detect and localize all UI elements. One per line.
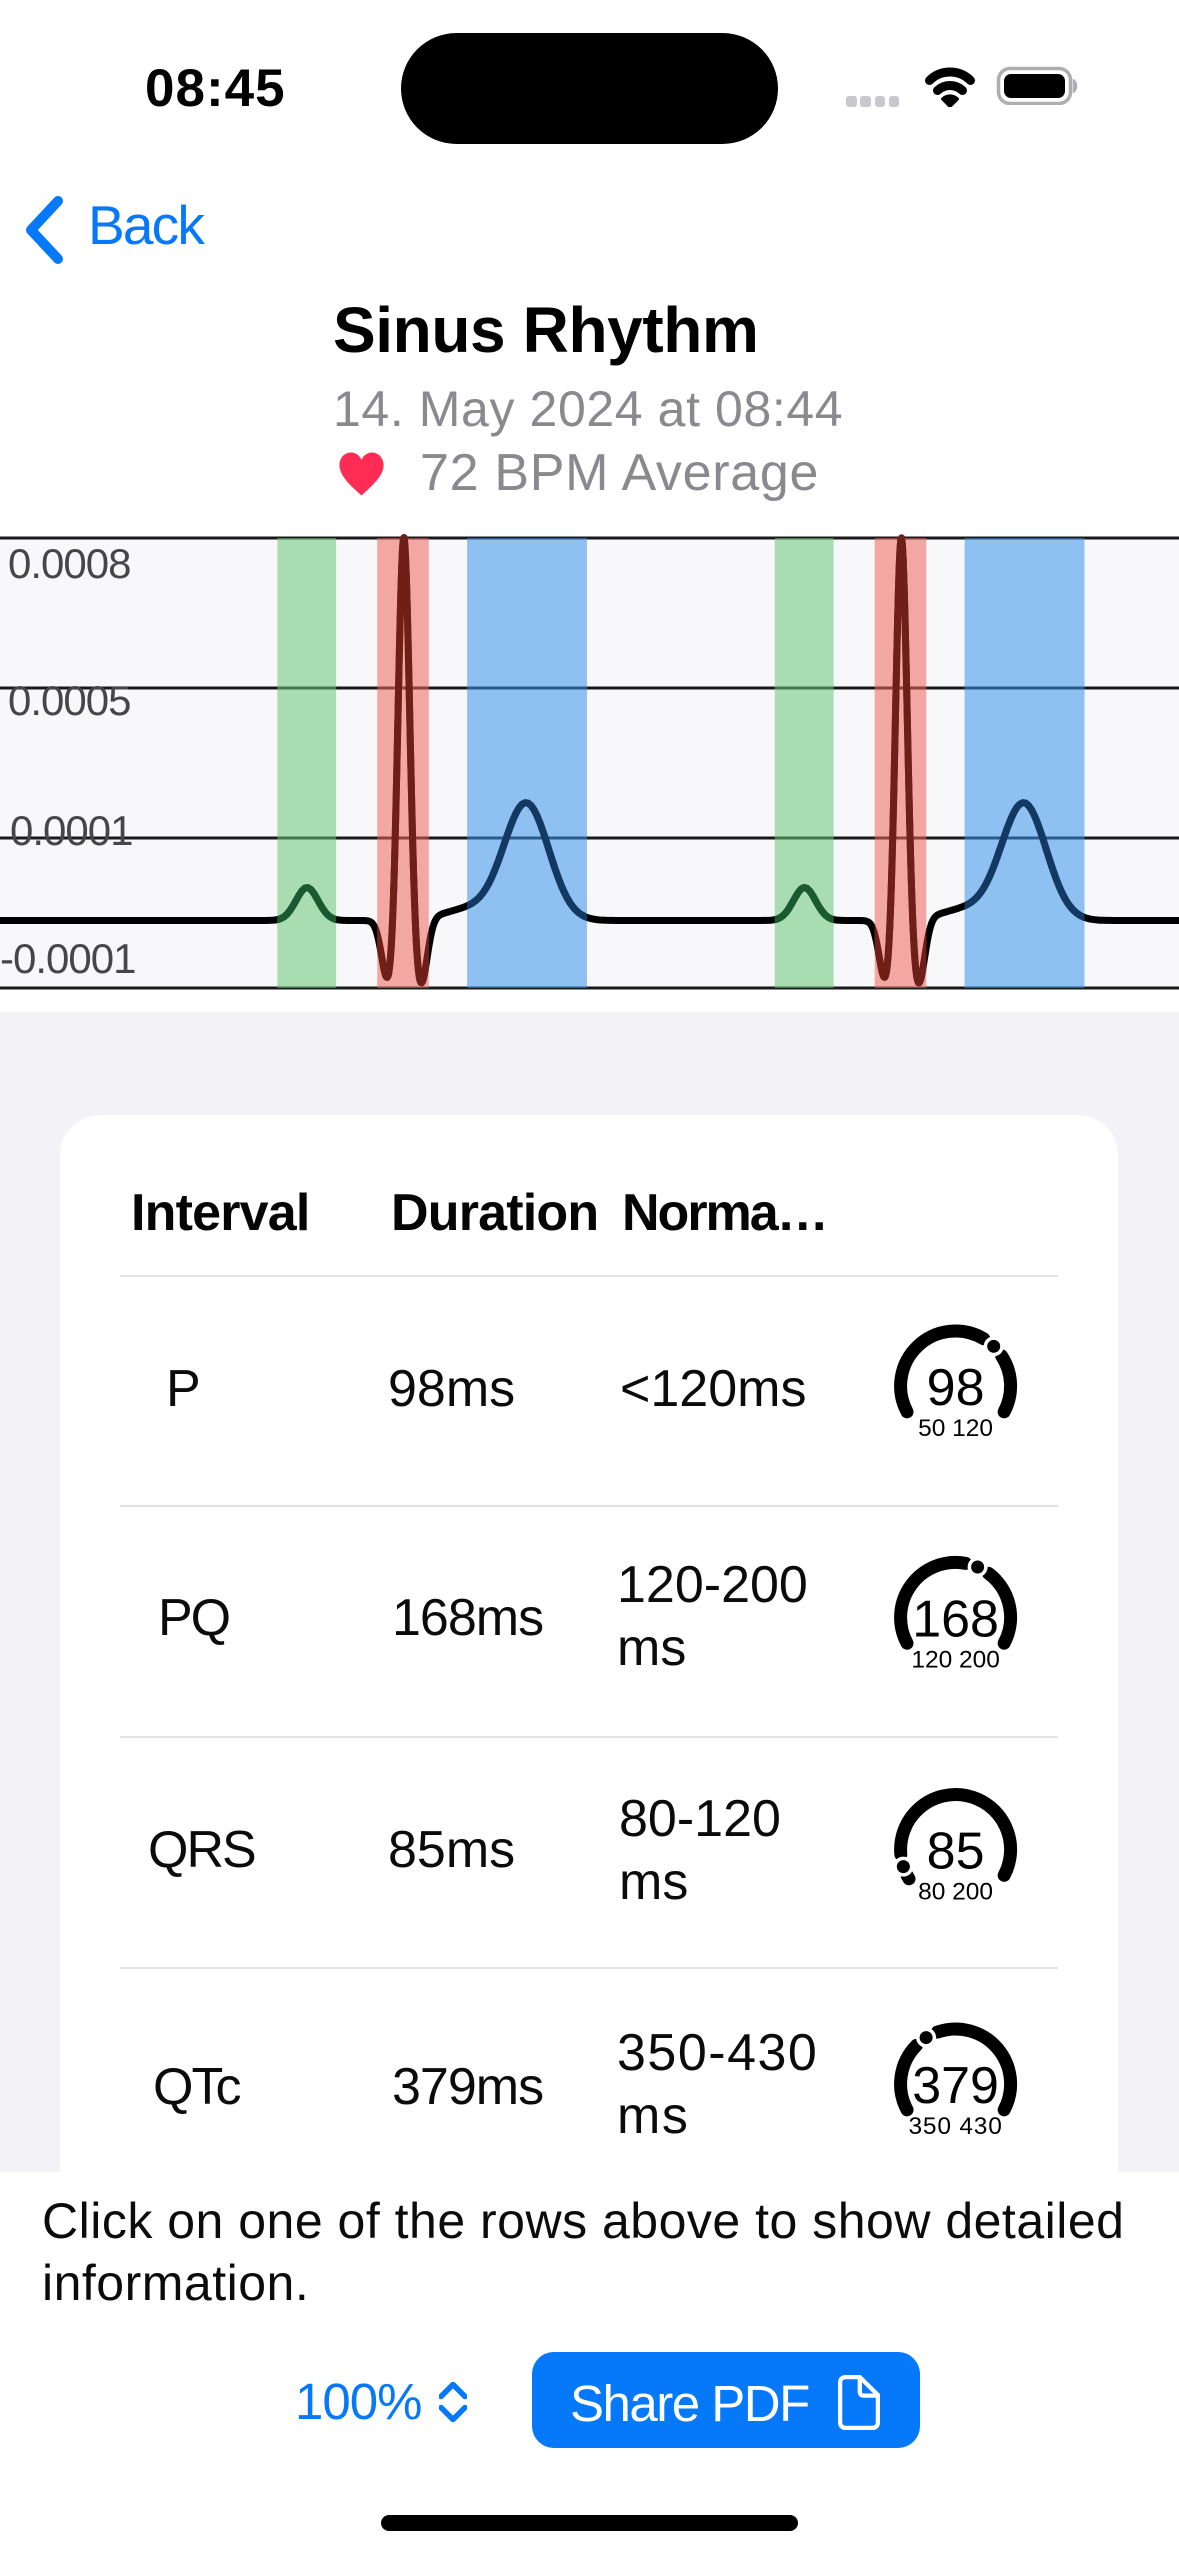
svg-text:50 120: 50 120 (918, 1415, 993, 1442)
svg-text:0.0001: 0.0001 (10, 807, 132, 854)
svg-text:85: 85 (927, 1823, 985, 1881)
svg-text:98: 98 (927, 1359, 985, 1417)
svg-text:350 430: 350 430 (909, 2113, 1003, 2140)
svg-text:168: 168 (912, 1590, 999, 1648)
svg-text:0.0005: 0.0005 (8, 677, 130, 724)
svg-text:0.0008: 0.0008 (8, 540, 130, 587)
svg-text:-0.0001: -0.0001 (0, 935, 135, 982)
svg-text:379: 379 (912, 2057, 999, 2115)
svg-text:80 200: 80 200 (918, 1879, 993, 1906)
svg-text:120 200: 120 200 (911, 1646, 1000, 1673)
